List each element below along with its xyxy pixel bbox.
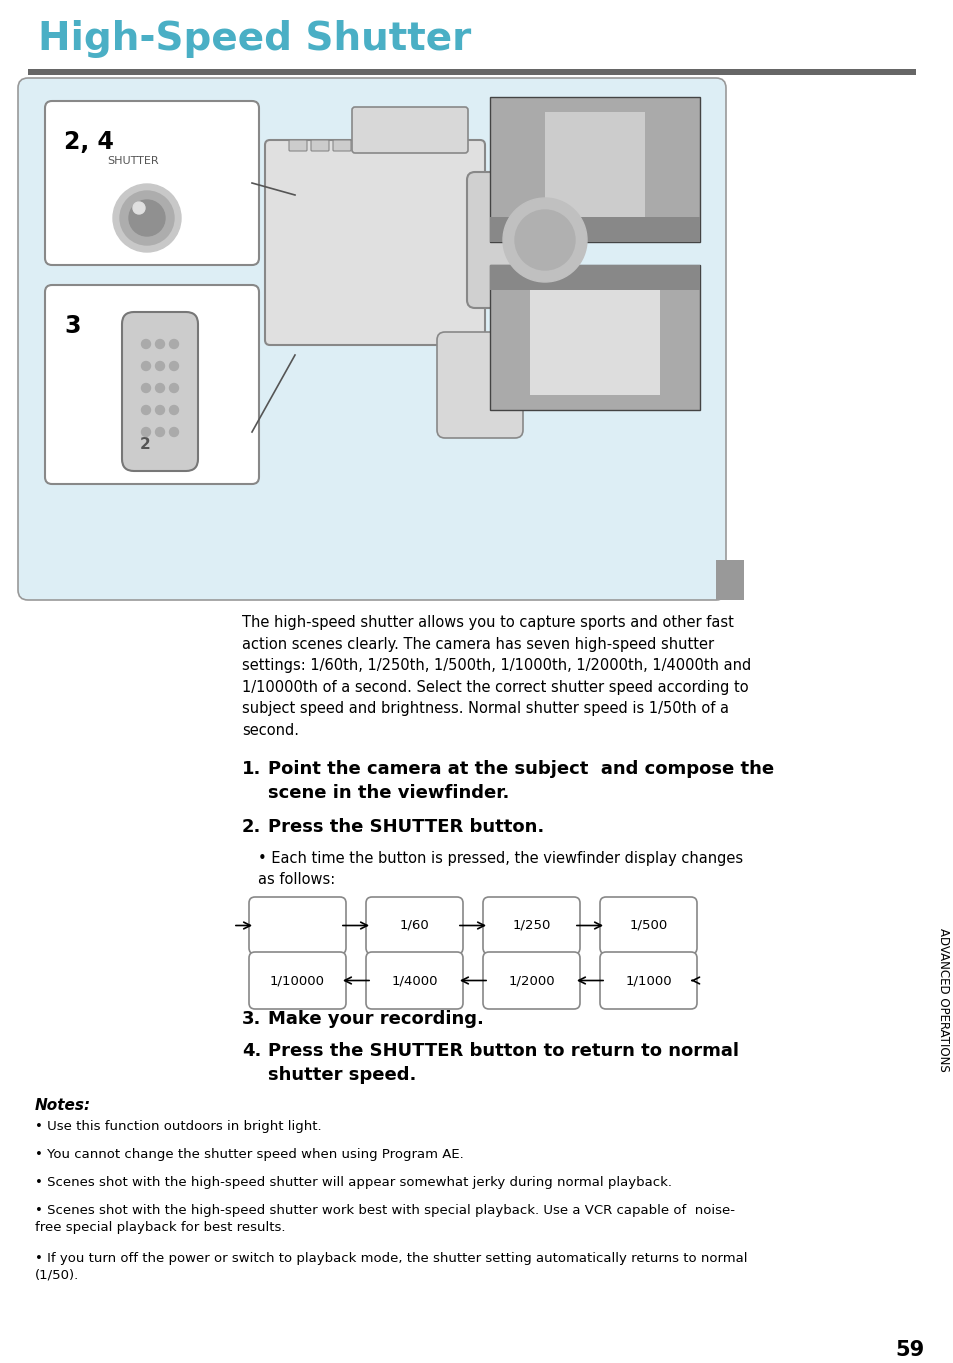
- Circle shape: [112, 184, 181, 252]
- FancyBboxPatch shape: [352, 108, 468, 153]
- Circle shape: [170, 428, 178, 436]
- Text: High-Speed Shutter: High-Speed Shutter: [38, 20, 471, 59]
- Bar: [544, 112, 644, 228]
- Text: 4.: 4.: [242, 1041, 261, 1060]
- Circle shape: [155, 383, 164, 393]
- Circle shape: [155, 361, 164, 371]
- Circle shape: [170, 339, 178, 349]
- FancyBboxPatch shape: [249, 897, 346, 954]
- FancyBboxPatch shape: [311, 140, 329, 151]
- FancyBboxPatch shape: [366, 951, 462, 1009]
- FancyBboxPatch shape: [366, 897, 462, 954]
- FancyBboxPatch shape: [436, 333, 522, 438]
- Text: Press the SHUTTER button to return to normal
shutter speed.: Press the SHUTTER button to return to no…: [268, 1041, 739, 1085]
- Circle shape: [129, 200, 165, 236]
- Circle shape: [120, 191, 173, 245]
- FancyBboxPatch shape: [289, 140, 307, 151]
- Circle shape: [141, 361, 151, 371]
- Text: 1/60: 1/60: [399, 919, 429, 932]
- FancyBboxPatch shape: [18, 78, 725, 600]
- Text: The high-speed shutter allows you to capture sports and other fast
action scenes: The high-speed shutter allows you to cap…: [242, 615, 750, 737]
- Text: Notes:: Notes:: [35, 1099, 91, 1114]
- FancyBboxPatch shape: [482, 951, 579, 1009]
- Text: SHUTTER: SHUTTER: [107, 155, 158, 166]
- Text: 1/2000: 1/2000: [508, 975, 555, 987]
- Bar: [490, 217, 700, 243]
- Text: Point the camera at the subject  and compose the
scene in the viewfinder.: Point the camera at the subject and comp…: [268, 761, 773, 801]
- Bar: [490, 264, 700, 410]
- Text: 1.: 1.: [242, 761, 261, 778]
- Text: Press the SHUTTER button.: Press the SHUTTER button.: [268, 818, 543, 836]
- Text: 2.: 2.: [242, 818, 261, 836]
- Text: 1/1000: 1/1000: [624, 975, 671, 987]
- Circle shape: [515, 210, 575, 270]
- Text: • Each time the button is pressed, the viewfinder display changes
as follows:: • Each time the button is pressed, the v…: [257, 851, 742, 887]
- Circle shape: [502, 198, 586, 282]
- Circle shape: [170, 406, 178, 414]
- Circle shape: [141, 339, 151, 349]
- Text: 2: 2: [140, 438, 151, 453]
- FancyBboxPatch shape: [333, 140, 351, 151]
- FancyBboxPatch shape: [45, 285, 258, 484]
- Circle shape: [170, 361, 178, 371]
- Text: 1/10000: 1/10000: [270, 975, 325, 987]
- Text: • Use this function outdoors in bright light.: • Use this function outdoors in bright l…: [35, 1120, 321, 1133]
- Text: Make your recording.: Make your recording.: [268, 1010, 483, 1028]
- Text: ADVANCED OPERATIONS: ADVANCED OPERATIONS: [937, 928, 949, 1071]
- Text: 1/500: 1/500: [629, 919, 667, 932]
- FancyBboxPatch shape: [599, 951, 697, 1009]
- FancyBboxPatch shape: [599, 897, 697, 954]
- Text: 1/4000: 1/4000: [391, 975, 437, 987]
- Text: • You cannot change the shutter speed when using Program AE.: • You cannot change the shutter speed wh…: [35, 1148, 463, 1161]
- Circle shape: [170, 383, 178, 393]
- Text: • Scenes shot with the high-speed shutter work best with special playback. Use a: • Scenes shot with the high-speed shutte…: [35, 1204, 734, 1234]
- FancyBboxPatch shape: [265, 140, 484, 345]
- Text: 2, 4: 2, 4: [64, 129, 113, 154]
- Circle shape: [155, 339, 164, 349]
- FancyBboxPatch shape: [467, 172, 558, 308]
- FancyBboxPatch shape: [249, 951, 346, 1009]
- Text: • If you turn off the power or switch to playback mode, the shutter setting auto: • If you turn off the power or switch to…: [35, 1253, 747, 1283]
- FancyBboxPatch shape: [28, 70, 915, 75]
- FancyBboxPatch shape: [122, 312, 198, 472]
- Circle shape: [155, 406, 164, 414]
- Circle shape: [141, 406, 151, 414]
- Circle shape: [155, 428, 164, 436]
- Circle shape: [141, 383, 151, 393]
- Bar: [530, 279, 659, 395]
- Circle shape: [141, 428, 151, 436]
- FancyBboxPatch shape: [45, 101, 258, 264]
- Text: 1/250: 1/250: [512, 919, 550, 932]
- Text: 59: 59: [895, 1340, 923, 1360]
- Bar: [716, 560, 743, 600]
- Bar: [490, 97, 700, 243]
- FancyBboxPatch shape: [482, 897, 579, 954]
- Text: • Scenes shot with the high-speed shutter will appear somewhat jerky during norm: • Scenes shot with the high-speed shutte…: [35, 1176, 671, 1189]
- Bar: [490, 264, 700, 290]
- Text: 3.: 3.: [242, 1010, 261, 1028]
- Text: 3: 3: [64, 313, 80, 338]
- Circle shape: [132, 202, 145, 214]
